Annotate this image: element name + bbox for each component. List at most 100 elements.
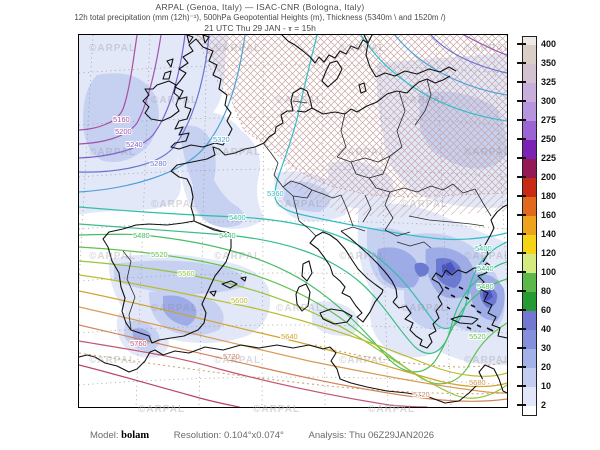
colorbar-tick-label: 60 [517, 305, 567, 315]
arpal-watermark: ©ARPAL [401, 95, 449, 106]
contour-label: 5400 [229, 213, 246, 222]
arpal-watermark: ©ARPAL [214, 251, 262, 262]
colorbar-tick-label: 100 [517, 267, 567, 277]
contour-label: 5280 [150, 159, 167, 168]
colorbar-segment [523, 368, 536, 387]
colorbar-tick-label: 325 [517, 77, 567, 87]
arpal-watermark: ©ARPAL [401, 303, 449, 314]
contour-label: 5480 [477, 282, 494, 291]
arpal-watermark: ©ARPAL [151, 303, 199, 314]
colorbar-segment [523, 102, 536, 121]
arpal-watermark: ©ARPAL [253, 404, 301, 415]
colorbar-segment [523, 292, 536, 311]
arpal-watermark: ©ARPAL [464, 43, 508, 54]
europe-weather-chart: 5160 5200 5240 5280 5320 5360 5400 5440 … [79, 35, 507, 407]
arpal-watermark: ©ARPAL [89, 251, 137, 262]
footer-info: Model: bolam Resolution: 0.104°x0.074° A… [0, 430, 524, 441]
arpal-watermark: ©ARPAL [151, 95, 199, 106]
arpal-watermark: ©ARPAL [464, 355, 508, 366]
colorbar-tick-label: 10 [517, 381, 567, 391]
arpal-watermark: ©ARPAL [89, 355, 137, 366]
contour-label: 5400 [475, 244, 492, 253]
arpal-watermark: ©ARPAL [401, 199, 449, 210]
arpal-watermark: ©ARPAL [464, 147, 508, 158]
arpal-watermark: ©ARPAL [138, 404, 186, 415]
colorbar-segment [523, 178, 536, 197]
title-institutions: ARPAL (Genoa, Italy) — ISAC-CNR (Bologna… [155, 2, 365, 12]
map-title-block: ARPAL (Genoa, Italy) — ISAC-CNR (Bologna… [0, 2, 520, 33]
contour-label: 5680 [469, 378, 486, 387]
colorbar-segment [523, 254, 536, 273]
colorbar-segment [523, 311, 536, 330]
contour-label: 5440 [477, 264, 494, 273]
colorbar-tick-label: 80 [517, 286, 567, 296]
colorbar-tick-label: 275 [517, 115, 567, 125]
geopotential-contours [79, 35, 507, 407]
colorbar-segment [523, 330, 536, 349]
colorbar-tick-label: 20 [517, 362, 567, 372]
colorbar-tick-label: 350 [517, 58, 567, 68]
colorbar-segment [523, 37, 536, 45]
arpal-watermark: ©ARPAL [276, 95, 324, 106]
colorbar-segment [523, 387, 536, 406]
arpal-watermark: ©ARPAL [89, 147, 137, 158]
contour-label: 5520 [469, 332, 486, 341]
contour-label: 5440 [219, 231, 236, 240]
colorbar-tick-label: 120 [517, 248, 567, 258]
colorbar-segment [523, 64, 536, 83]
arpal-watermark: ©ARPAL [339, 43, 387, 54]
colorbar-tick-label: 160 [517, 210, 567, 220]
colorbar-segment [523, 273, 536, 292]
colorbar-segment [523, 197, 536, 216]
contour-label: 5600 [231, 296, 248, 305]
arpal-watermark: ©ARPAL [276, 199, 324, 210]
colorbar-segment [523, 140, 536, 159]
arpal-watermark: ©ARPAL [214, 43, 262, 54]
colorbar-tick-label: 40 [517, 324, 567, 334]
contour-label: 5320 [213, 135, 230, 144]
arpal-watermark: ©ARPAL [368, 404, 416, 415]
resolution-info: Resolution: 0.104°x0.074° [173, 430, 284, 441]
contour-label: 5560 [178, 269, 195, 278]
colorbar-tick-label: 200 [517, 172, 567, 182]
arpal-watermark: ©ARPAL [214, 355, 262, 366]
colorbar-segment [523, 45, 536, 64]
thickness-hatch-region [196, 35, 507, 218]
colorbar-segment [523, 83, 536, 102]
contour-label: 5480 [133, 231, 150, 240]
contour-label: 5720 [223, 352, 240, 361]
map-canvas: 5160 5200 5240 5280 5320 5360 5400 5440 … [78, 34, 508, 408]
arpal-watermark: ©ARPAL [339, 355, 387, 366]
contour-label: 5720 [413, 390, 430, 399]
contour-label: 5160 [113, 115, 130, 124]
colorbar-tick-label: 140 [517, 229, 567, 239]
coastlines [79, 35, 507, 404]
contour-label: 5200 [115, 127, 132, 136]
title-validity: 21 UTC Thu 29 JAN - τ = 15h [204, 23, 316, 33]
contour-label: 5360 [267, 189, 284, 198]
model-name: bolam [121, 430, 150, 441]
arpal-watermark: ©ARPAL [276, 303, 324, 314]
tau-symbol: τ [288, 23, 292, 33]
model-info: Model: bolam [89, 430, 150, 441]
colorbar-tick-label: 225 [517, 153, 567, 163]
colorbar-segment [523, 121, 536, 140]
colorbar-segment [523, 216, 536, 235]
colorbar-tick-label: 30 [517, 343, 567, 353]
arpal-watermark: ©ARPAL [89, 43, 137, 54]
colorbar-tick-label: 300 [517, 96, 567, 106]
colorbar-tick-label: 2 [517, 400, 567, 410]
colorbar-segment [523, 406, 536, 415]
contour-label: 5520 [151, 250, 168, 259]
arpal-watermark: ©ARPAL [339, 251, 387, 262]
colorbar-tick-label: 400 [517, 39, 567, 49]
contour-label: 5640 [281, 332, 298, 341]
contour-label: 5240 [126, 140, 143, 149]
contour-labels: 5160 5200 5240 5280 5320 5360 5400 5440 … [112, 114, 495, 400]
colorbar-segment [523, 159, 536, 178]
thickness-contours-dotted [79, 344, 507, 395]
title-fields: 12h total precipitation (mm (12h)⁻¹), 50… [74, 13, 446, 22]
country-borders [122, 78, 492, 330]
contour-label: 5760 [130, 339, 147, 348]
